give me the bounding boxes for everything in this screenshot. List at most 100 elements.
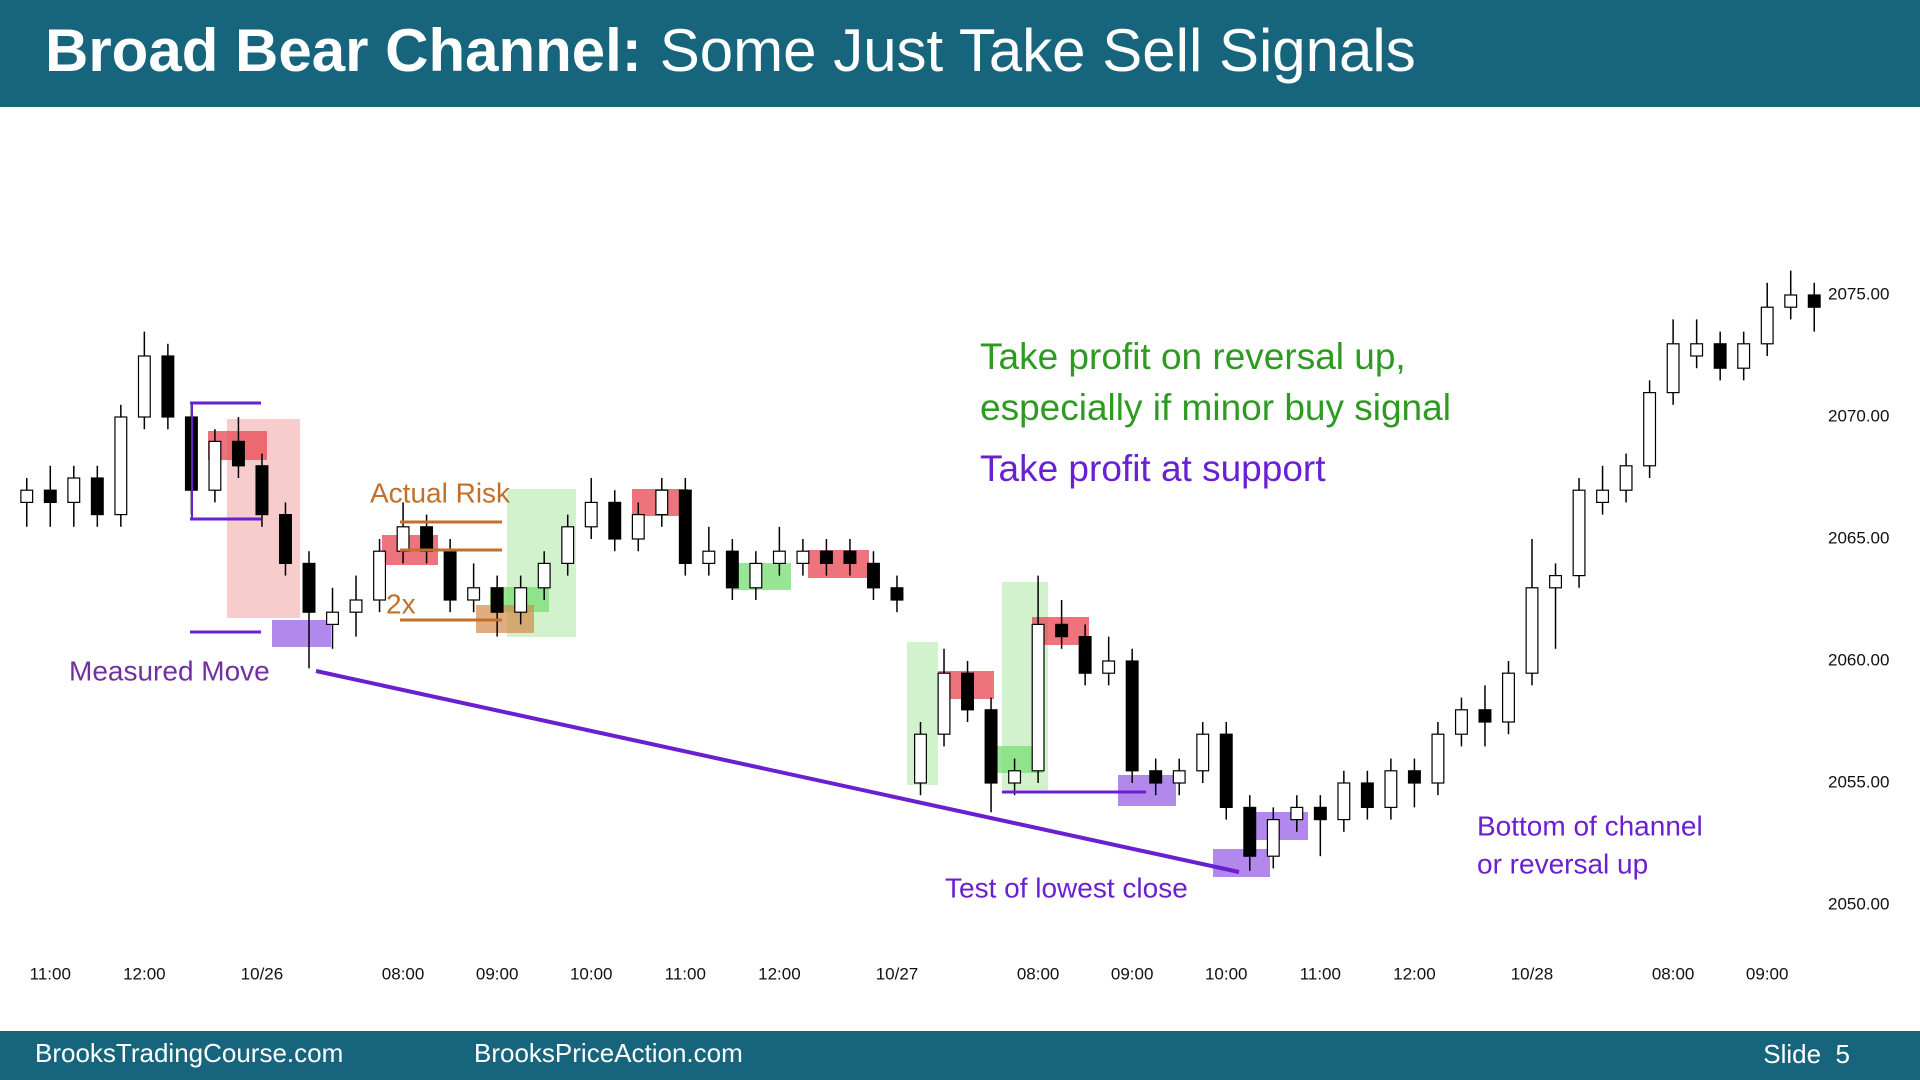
- candle-body: [137, 355, 151, 418]
- candle-body: [231, 440, 245, 467]
- y-tick-label: 2065.00: [1828, 528, 1889, 547]
- annotation: especially if minor buy signal: [980, 387, 1451, 428]
- candle-body: [1125, 660, 1139, 772]
- x-tick-label: 08:00: [382, 964, 425, 983]
- candle-body: [1502, 672, 1515, 723]
- candle-body: [1219, 733, 1233, 809]
- candle-body: [584, 501, 598, 528]
- candle-body: [608, 501, 622, 540]
- candle-body: [1760, 306, 1774, 345]
- candle-body: [914, 733, 927, 784]
- candle-body: [772, 550, 786, 565]
- candle-body: [561, 526, 575, 564]
- candle-body: [1078, 635, 1092, 674]
- candle-body: [1031, 623, 1045, 772]
- candle-body: [467, 587, 481, 601]
- candle-body: [326, 611, 339, 626]
- candle-body: [396, 526, 410, 552]
- candle-body: [890, 587, 904, 601]
- candle-body: [819, 550, 833, 565]
- candle-body: [349, 599, 363, 613]
- candle-body: [702, 550, 716, 565]
- x-tick-label: 11:00: [1300, 964, 1341, 983]
- candle-body: [302, 562, 316, 613]
- footer-text: BrooksTradingCourse.com: [35, 1038, 343, 1068]
- candle-body: [866, 562, 880, 589]
- candle-body: [1619, 465, 1633, 491]
- slide-title: Broad Bear Channel: Some Just Take Sell S…: [45, 17, 1416, 84]
- candle-body: [1784, 294, 1798, 308]
- candle-body: [490, 587, 504, 613]
- candle-body: [1172, 770, 1186, 784]
- candle-body: [278, 513, 292, 564]
- annotation: Test of lowest close: [945, 872, 1188, 903]
- candle-body: [1266, 818, 1280, 857]
- candle-body: [1713, 343, 1727, 369]
- annotation: Take profit on reversal up,: [980, 336, 1406, 377]
- drawings: [190, 401, 1240, 874]
- y-tick-label: 2060.00: [1828, 650, 1889, 669]
- candle-body: [1666, 343, 1680, 394]
- footer-bar: [0, 1031, 1920, 1080]
- candle-body: [420, 526, 434, 552]
- candle-body: [1008, 770, 1022, 784]
- candle-body: [1102, 660, 1116, 674]
- x-tick-label: 10:00: [1205, 964, 1248, 983]
- candle-body: [961, 672, 975, 711]
- x-tick-label: 09:00: [1111, 964, 1154, 983]
- buy-zone: [272, 620, 331, 647]
- candle-body: [161, 355, 175, 418]
- candle-body: [1525, 587, 1539, 674]
- candle-body: [1337, 782, 1351, 821]
- x-tick-label: 11:00: [30, 964, 71, 983]
- sell-zone: [808, 550, 869, 578]
- candle-body: [1243, 806, 1257, 857]
- candle-body: [655, 489, 669, 516]
- x-tick-label: 10/27: [876, 964, 919, 983]
- candle-body: [43, 489, 57, 504]
- candle-body: [678, 489, 692, 565]
- candle-body: [1737, 343, 1751, 369]
- candle-body: [1055, 623, 1069, 638]
- annotation: Bottom of channel: [1477, 810, 1703, 841]
- y-tick-label: 2070.00: [1828, 406, 1889, 425]
- candle-body: [631, 513, 645, 540]
- header-bar: [0, 0, 1920, 107]
- annotation: or reversal up: [1477, 848, 1648, 879]
- candle-body: [1407, 770, 1421, 784]
- candle-body: [1360, 782, 1374, 808]
- y-tick-label: 2055.00: [1828, 772, 1889, 791]
- candle-body: [255, 465, 269, 516]
- candle-body: [1478, 709, 1492, 723]
- annotation: 2x: [386, 588, 416, 619]
- x-tick-label: 10:00: [570, 964, 613, 983]
- candle-body: [90, 477, 104, 516]
- x-tick-label: 12:00: [123, 964, 166, 983]
- title-rest: Some Just Take Sell Signals: [660, 17, 1416, 84]
- annotation: Measured Move: [69, 655, 270, 686]
- title-bold: Broad Bear Channel:: [45, 17, 642, 84]
- candle-body: [373, 550, 387, 601]
- candle-body: [1431, 733, 1445, 784]
- candle-body: [984, 709, 998, 784]
- candle-body: [20, 489, 34, 504]
- candle-body: [208, 440, 222, 491]
- candle-body: [1690, 343, 1704, 357]
- footer-text: BrooksPriceAction.com: [474, 1038, 743, 1068]
- candle-body: [537, 562, 551, 589]
- trend-line: [315, 669, 1240, 874]
- candle-body: [1290, 806, 1304, 821]
- candle-body: [1196, 733, 1210, 772]
- y-tick-label: 2075.00: [1828, 284, 1889, 303]
- candle-body: [1149, 770, 1163, 784]
- candle-body: [443, 550, 457, 601]
- x-tick-label: 12:00: [1393, 964, 1436, 983]
- x-tick-label: 10/26: [241, 964, 284, 983]
- annotation: Actual Risk: [370, 477, 511, 508]
- candle-body: [937, 672, 951, 735]
- candle-body: [843, 550, 857, 565]
- candle-body: [1549, 574, 1563, 589]
- candle-body: [67, 477, 81, 503]
